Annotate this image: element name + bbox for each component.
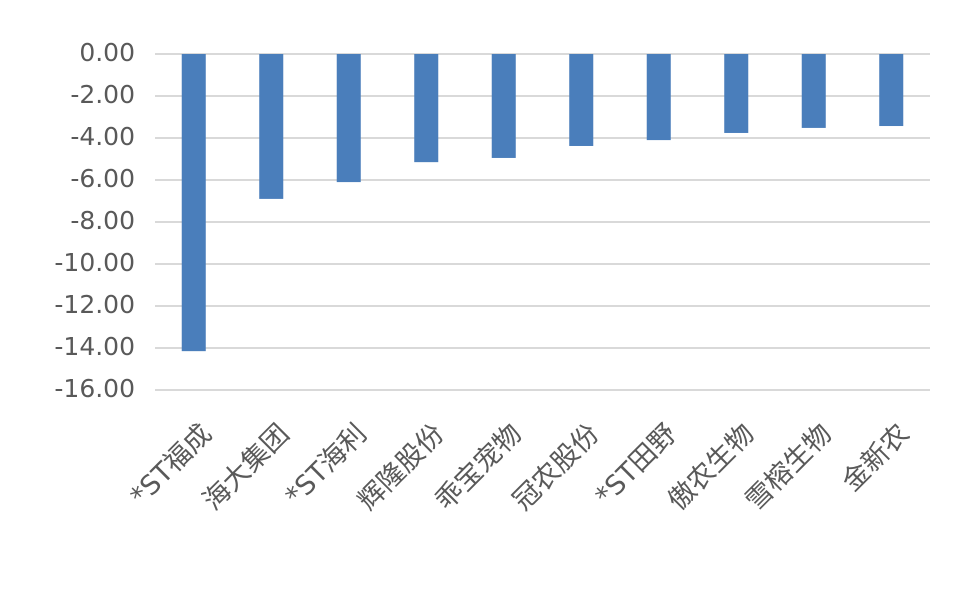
y-tick-label: -8.00 — [70, 206, 135, 235]
y-tick-label: -2.00 — [70, 80, 135, 109]
y-tick-label: -12.00 — [54, 290, 135, 319]
bar — [569, 54, 594, 146]
bar — [414, 54, 439, 163]
bar — [879, 54, 904, 127]
bar — [259, 54, 284, 199]
bar — [646, 54, 671, 141]
x-tick-label: 冠农股份 — [507, 418, 605, 516]
bar — [724, 54, 749, 133]
bar — [336, 54, 361, 183]
bar — [181, 54, 206, 352]
x-tick-label: 海大集团 — [197, 418, 295, 516]
bar — [491, 54, 516, 158]
bar — [801, 54, 826, 128]
x-tick-label: 金新农 — [836, 418, 915, 497]
y-tick-label: -6.00 — [70, 164, 135, 193]
y-tick-label: 0.00 — [79, 38, 135, 67]
y-tick-label: -10.00 — [54, 248, 135, 277]
y-tick-label: -14.00 — [54, 332, 135, 361]
y-tick-label: -4.00 — [70, 122, 135, 151]
x-tick-label: 雪榕生物 — [740, 418, 838, 516]
y-tick-label: -16.00 — [54, 374, 135, 403]
